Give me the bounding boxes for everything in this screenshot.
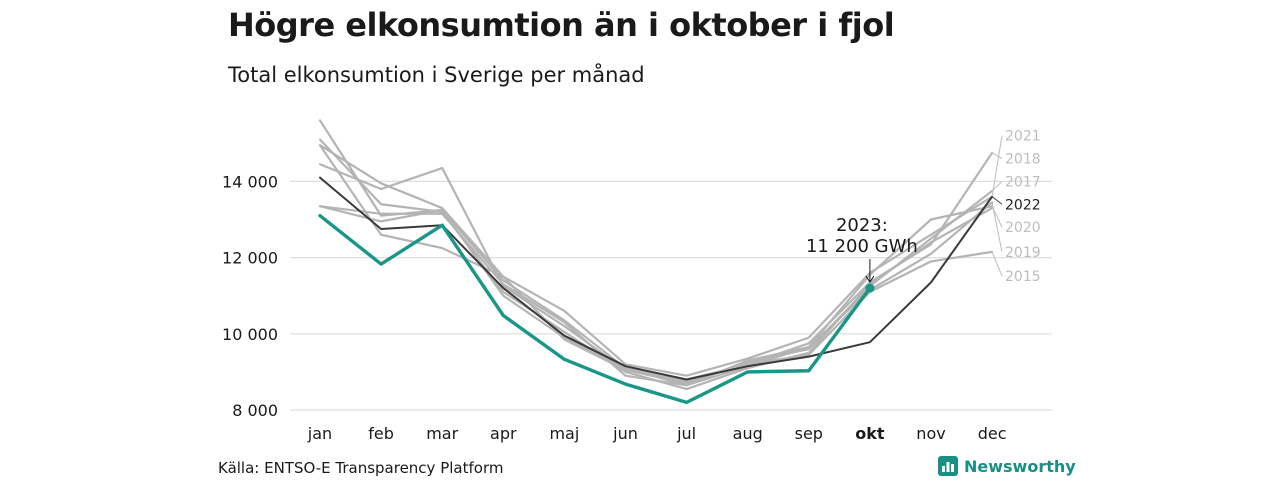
series-line-2015	[318, 205, 994, 383]
leader-line	[991, 251, 1003, 277]
brand-name: Newsworthy	[964, 456, 1076, 476]
brand-logo: Newsworthy	[938, 456, 1076, 476]
x-tick-label: jan	[307, 424, 332, 443]
y-tick-label: 12 000	[222, 249, 278, 268]
annotation-arrow-head	[865, 275, 875, 283]
x-tick-label: feb	[368, 424, 394, 443]
x-tick-label: nov	[916, 424, 945, 443]
annotation-label: 2023:	[836, 215, 888, 236]
chart-subtitle: Total elkonsumtion i Sverige per månad	[228, 63, 645, 87]
newsworthy-logo-icon	[938, 456, 958, 476]
series-end-label-2021: 2021	[1005, 129, 1041, 145]
series-end-label-2022: 2022	[1005, 197, 1041, 213]
x-tick-label: sep	[795, 424, 823, 443]
leader-line	[991, 181, 1003, 192]
highlight-point	[865, 283, 875, 293]
series-end-label-2018: 2018	[1005, 152, 1041, 168]
leader-line	[991, 152, 1003, 159]
annotation: 2023:11 200 GWh	[806, 215, 918, 293]
x-tick-label: jun	[612, 424, 638, 443]
x-tick-label: okt	[855, 424, 885, 443]
series-end-labels: 2021 2018 2017 2022 2020 2019 2015	[991, 129, 1041, 285]
x-axis-ticks: jan feb mar apr maj jun jul aug sep okt nov dec	[307, 424, 1007, 443]
series-end-label-2019: 2019	[1005, 245, 1041, 261]
series-line-2020	[318, 205, 994, 387]
x-tick-label: dec	[978, 424, 1007, 443]
series-line-2023	[318, 213, 872, 405]
y-tick-label: 10 000	[222, 325, 278, 344]
chart-title: Högre elkonsumtion än i oktober i fjol	[228, 6, 895, 44]
source-note: Källa: ENTSO-E Transparency Platform	[218, 459, 504, 477]
y-axis-ticks: 8 000 10 000 12 000 14 000	[222, 172, 278, 420]
x-tick-label: apr	[490, 424, 517, 443]
y-tick-label: 8 000	[232, 401, 278, 420]
series-line-2021	[318, 144, 994, 377]
series-line-2022	[319, 176, 994, 381]
x-tick-label: maj	[549, 424, 579, 443]
series-lines	[318, 119, 994, 405]
series-line-2016	[318, 138, 994, 391]
series-line-2017	[318, 163, 994, 385]
x-tick-label: jul	[676, 424, 696, 443]
leader-line	[991, 135, 1003, 197]
leader-line	[991, 202, 1003, 252]
series-end-label-2020: 2020	[1005, 220, 1041, 236]
series-end-label-2017: 2017	[1005, 174, 1041, 190]
series-line-2019	[318, 119, 994, 387]
annotation-value: 11 200 GWh	[806, 236, 918, 257]
x-tick-label: mar	[426, 424, 458, 443]
series-end-label-2015: 2015	[1005, 269, 1041, 285]
leader-line	[991, 196, 1003, 205]
y-tick-label: 14 000	[222, 172, 278, 191]
series-line-2018	[318, 144, 994, 381]
x-tick-label: aug	[733, 424, 763, 443]
